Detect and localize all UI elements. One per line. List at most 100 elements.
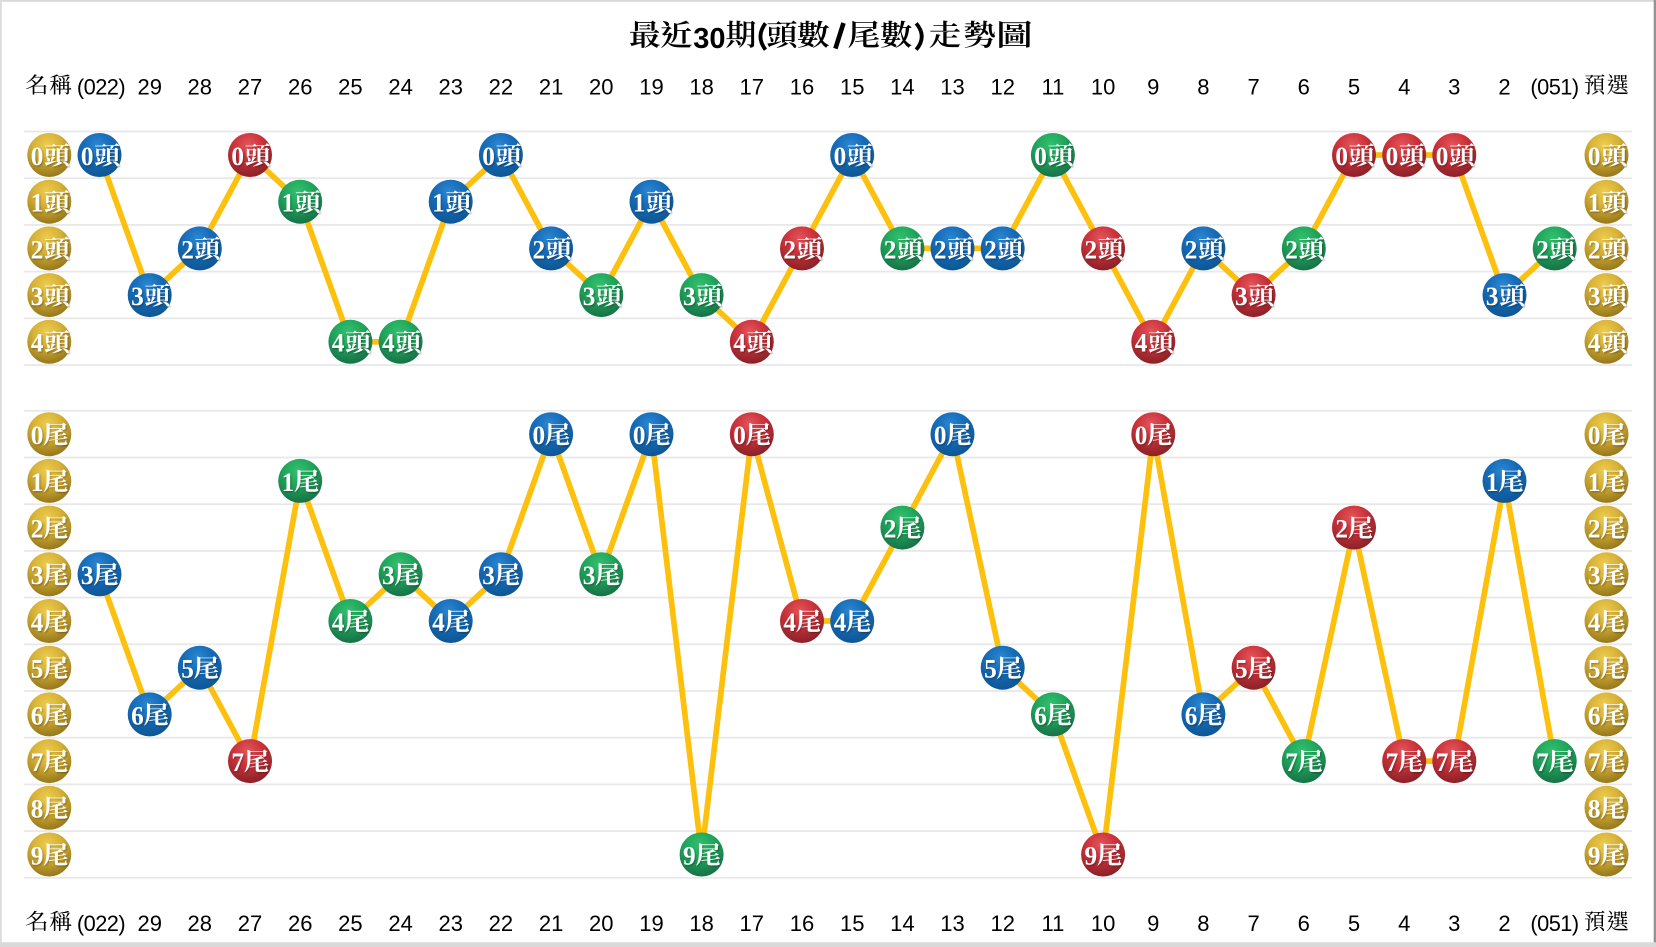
svg-text:25: 25 (338, 911, 362, 936)
svg-text:6: 6 (1034, 701, 1047, 730)
svg-text:2: 2 (1588, 235, 1601, 264)
svg-text:8: 8 (1197, 911, 1209, 936)
svg-text:7: 7 (231, 748, 244, 777)
svg-text:28: 28 (188, 911, 212, 936)
svg-text:20: 20 (589, 911, 613, 936)
svg-text:4: 4 (332, 329, 345, 358)
svg-text:19: 19 (639, 911, 663, 936)
svg-text:6: 6 (31, 701, 44, 730)
svg-text:(022): (022) (77, 74, 125, 99)
svg-text:0: 0 (482, 142, 495, 171)
svg-text:11: 11 (1041, 911, 1064, 936)
svg-text:4: 4 (834, 608, 847, 637)
svg-text:5: 5 (181, 655, 194, 684)
svg-text:6: 6 (1185, 701, 1198, 730)
svg-text:15: 15 (840, 911, 864, 936)
svg-text:5: 5 (1235, 655, 1248, 684)
svg-text:1: 1 (31, 189, 44, 218)
svg-text:7: 7 (1436, 748, 1449, 777)
svg-text:15: 15 (840, 74, 864, 99)
svg-text:1: 1 (31, 468, 44, 497)
svg-text:0: 0 (31, 142, 44, 171)
svg-text:3: 3 (1235, 282, 1248, 311)
svg-text:23: 23 (438, 74, 462, 99)
svg-text:9: 9 (1588, 841, 1601, 870)
svg-text:22: 22 (489, 911, 513, 936)
svg-text:28: 28 (188, 74, 212, 99)
svg-text:3: 3 (1588, 282, 1601, 311)
svg-text:0: 0 (533, 421, 546, 450)
svg-text:12: 12 (990, 911, 1014, 936)
svg-text:2: 2 (884, 235, 897, 264)
svg-text:0: 0 (31, 421, 44, 450)
svg-text:3: 3 (1448, 911, 1460, 936)
svg-text:20: 20 (589, 74, 613, 99)
svg-text:6: 6 (131, 701, 144, 730)
svg-text:2: 2 (1536, 235, 1549, 264)
svg-text:14: 14 (890, 911, 914, 936)
svg-text:0: 0 (1034, 142, 1047, 171)
svg-text:18: 18 (689, 74, 713, 99)
svg-text:2: 2 (31, 235, 44, 264)
svg-text:29: 29 (137, 911, 161, 936)
svg-text:12: 12 (990, 74, 1014, 99)
svg-text:2: 2 (181, 235, 194, 264)
svg-text:5: 5 (984, 655, 997, 684)
svg-text:7: 7 (31, 748, 44, 777)
svg-text:4: 4 (1588, 608, 1601, 637)
svg-text:26: 26 (288, 911, 312, 936)
svg-text:6: 6 (1298, 911, 1310, 936)
svg-text:19: 19 (639, 74, 663, 99)
svg-text:5: 5 (1348, 911, 1360, 936)
svg-text:9: 9 (1147, 911, 1159, 936)
svg-text:8: 8 (31, 795, 44, 824)
svg-text:7: 7 (1247, 911, 1259, 936)
svg-text:9: 9 (683, 841, 696, 870)
svg-text:13: 13 (940, 911, 964, 936)
svg-text:3: 3 (683, 282, 696, 311)
svg-text:7: 7 (1386, 748, 1399, 777)
svg-text:2: 2 (1498, 911, 1510, 936)
svg-text:3: 3 (382, 561, 395, 590)
svg-text:5: 5 (31, 655, 44, 684)
svg-text:0: 0 (1436, 142, 1449, 171)
svg-text:24: 24 (388, 911, 412, 936)
svg-text:3: 3 (31, 561, 44, 590)
svg-text:3: 3 (1448, 74, 1460, 99)
svg-text:1: 1 (282, 468, 295, 497)
svg-text:21: 21 (539, 74, 563, 99)
svg-text:4: 4 (1135, 329, 1148, 358)
svg-text:9: 9 (31, 841, 44, 870)
svg-text:4: 4 (382, 329, 395, 358)
svg-text:21: 21 (539, 911, 563, 936)
svg-text:8: 8 (1197, 74, 1209, 99)
svg-text:4: 4 (432, 608, 445, 637)
svg-text:2: 2 (1498, 74, 1510, 99)
svg-text:0: 0 (633, 421, 646, 450)
svg-text:4: 4 (783, 608, 796, 637)
svg-text:4: 4 (332, 608, 345, 637)
svg-text:16: 16 (790, 911, 814, 936)
svg-text:7: 7 (1588, 748, 1601, 777)
svg-text:3: 3 (1588, 561, 1601, 590)
svg-text:2: 2 (1285, 235, 1298, 264)
svg-text:(051): (051) (1530, 74, 1578, 99)
svg-text:7: 7 (1247, 74, 1259, 99)
svg-text:7: 7 (1285, 748, 1298, 777)
svg-text:0: 0 (934, 421, 947, 450)
svg-text:0: 0 (1335, 142, 1348, 171)
svg-text:23: 23 (438, 911, 462, 936)
svg-text:4: 4 (1398, 911, 1410, 936)
svg-text:30: 30 (693, 23, 725, 55)
svg-text:11: 11 (1041, 74, 1064, 99)
svg-text:0: 0 (1386, 142, 1399, 171)
svg-text:4: 4 (31, 608, 44, 637)
svg-text:3: 3 (1486, 282, 1499, 311)
svg-text:2: 2 (783, 235, 796, 264)
svg-text:2: 2 (1085, 235, 1098, 264)
svg-text:0: 0 (81, 142, 94, 171)
svg-text:10: 10 (1091, 74, 1115, 99)
svg-text:24: 24 (388, 74, 412, 99)
svg-text:2: 2 (1588, 515, 1601, 544)
svg-text:8: 8 (1588, 795, 1601, 824)
